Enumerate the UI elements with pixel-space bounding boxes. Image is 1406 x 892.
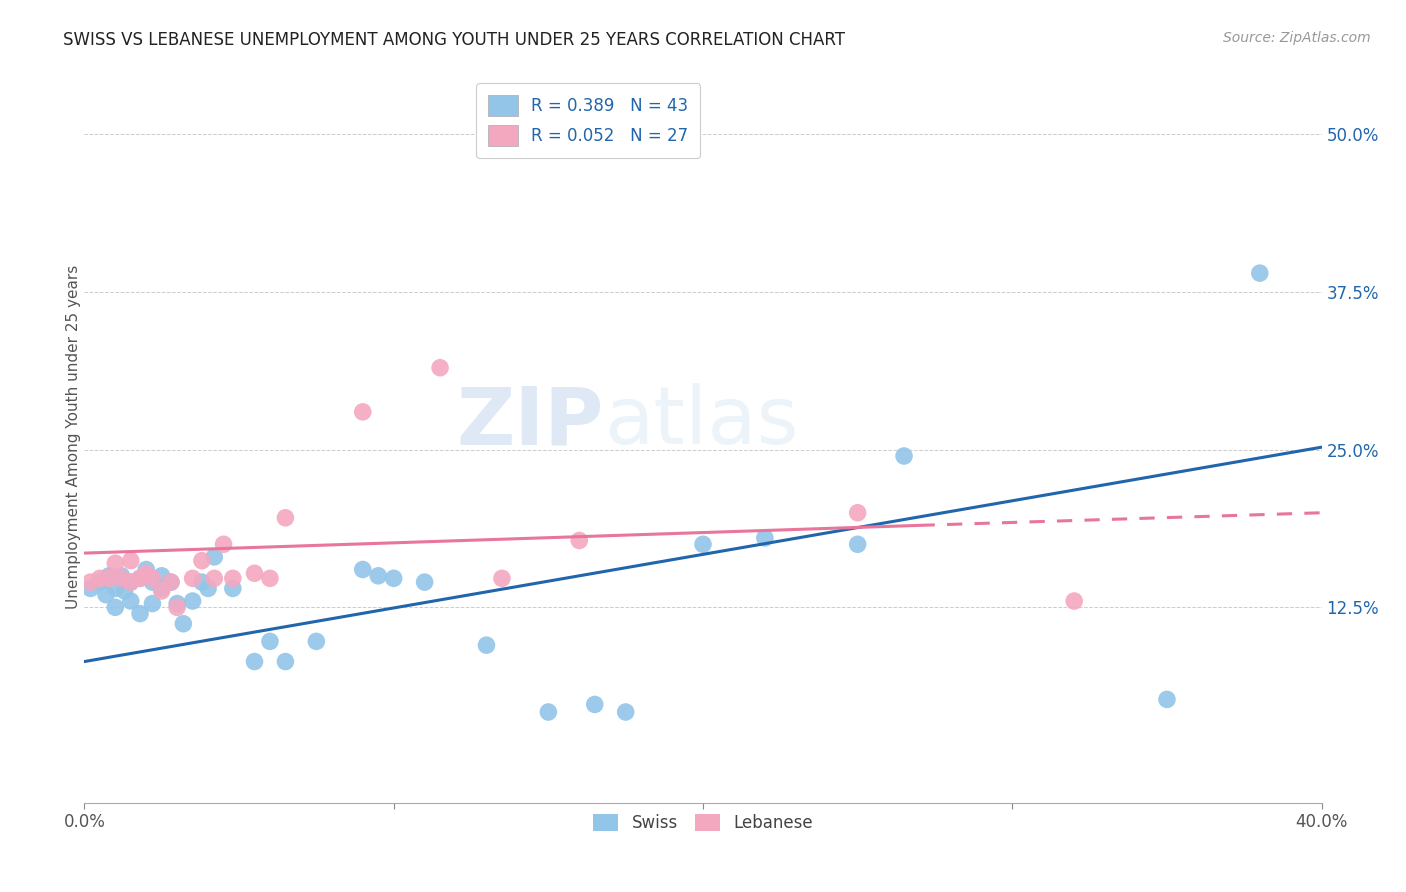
Text: ZIP: ZIP: [457, 384, 605, 461]
Point: [692, 537, 714, 551]
Point: [141, 575, 163, 590]
Point: [181, 571, 204, 585]
Point: [259, 571, 281, 585]
Legend: Swiss, Lebanese: Swiss, Lebanese: [586, 807, 820, 838]
Point: [259, 634, 281, 648]
Point: [120, 554, 142, 568]
Point: [114, 583, 136, 598]
Point: [120, 575, 142, 590]
Point: [166, 597, 188, 611]
Point: [166, 600, 188, 615]
Point: [222, 571, 245, 585]
Text: Source: ZipAtlas.com: Source: ZipAtlas.com: [1223, 31, 1371, 45]
Point: [367, 569, 389, 583]
Point: [181, 594, 204, 608]
Point: [129, 571, 152, 585]
Point: [160, 575, 183, 590]
Point: [79, 582, 101, 596]
Point: [104, 582, 127, 596]
Point: [135, 566, 157, 581]
Point: [243, 655, 266, 669]
Text: atlas: atlas: [605, 384, 799, 461]
Point: [110, 571, 132, 585]
Point: [305, 634, 328, 648]
Point: [568, 533, 591, 548]
Point: [202, 571, 225, 585]
Point: [222, 582, 245, 596]
Point: [352, 562, 374, 576]
Point: [1063, 594, 1085, 608]
Point: [1156, 692, 1178, 706]
Point: [243, 566, 266, 581]
Point: [191, 554, 214, 568]
Point: [135, 562, 157, 576]
Point: [274, 655, 297, 669]
Y-axis label: Unemployment Among Youth under 25 years: Unemployment Among Youth under 25 years: [66, 265, 80, 609]
Point: [98, 571, 121, 585]
Point: [614, 705, 637, 719]
Point: [129, 571, 152, 585]
Point: [1249, 266, 1271, 280]
Point: [104, 600, 127, 615]
Point: [160, 575, 183, 590]
Point: [583, 698, 606, 712]
Point: [191, 575, 214, 590]
Point: [104, 556, 127, 570]
Point: [893, 449, 915, 463]
Point: [754, 531, 776, 545]
Point: [491, 571, 513, 585]
Point: [846, 506, 869, 520]
Point: [846, 537, 869, 551]
Point: [120, 594, 142, 608]
Point: [150, 569, 173, 583]
Point: [274, 510, 297, 524]
Point: [537, 705, 560, 719]
Point: [413, 575, 436, 590]
Point: [129, 607, 152, 621]
Point: [98, 569, 121, 583]
Point: [94, 588, 117, 602]
Point: [172, 616, 194, 631]
Point: [79, 575, 101, 590]
Point: [141, 597, 163, 611]
Text: SWISS VS LEBANESE UNEMPLOYMENT AMONG YOUTH UNDER 25 YEARS CORRELATION CHART: SWISS VS LEBANESE UNEMPLOYMENT AMONG YOU…: [63, 31, 845, 49]
Point: [150, 582, 173, 596]
Point: [120, 575, 142, 590]
Point: [382, 571, 405, 585]
Point: [197, 582, 219, 596]
Point: [110, 569, 132, 583]
Point: [202, 549, 225, 564]
Point: [141, 571, 163, 585]
Point: [475, 638, 498, 652]
Point: [212, 537, 235, 551]
Point: [352, 405, 374, 419]
Point: [150, 583, 173, 598]
Point: [89, 571, 111, 585]
Point: [89, 575, 111, 590]
Point: [429, 360, 451, 375]
